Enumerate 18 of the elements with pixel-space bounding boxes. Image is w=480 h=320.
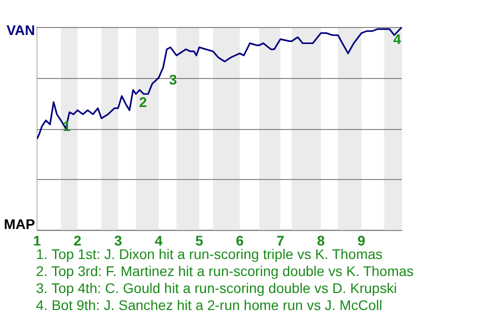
x-tick-label: 5 <box>195 232 204 248</box>
x-tick-label: 2 <box>74 232 82 248</box>
annotation: 2 <box>139 94 148 110</box>
x-tick-label: 8 <box>316 232 325 248</box>
x-tick-label: 7 <box>276 232 284 248</box>
text: VAN <box>6 22 35 38</box>
x-tick-label: 6 <box>236 232 244 248</box>
text: 1. Top 1st: J. Dixon hit a run-scoring triple vs K. Thomas <box>36 246 384 263</box>
text: 3. Top 4th: C. Gould hit a run-scoring double vs D. Krupski <box>36 280 398 297</box>
x-tick-label: 9 <box>358 232 366 248</box>
annotation: 3 <box>169 71 178 88</box>
x-tick-label: 3 <box>114 232 122 248</box>
annotation: 4 <box>393 30 402 47</box>
x-tick-label: 4 <box>154 232 163 248</box>
text: 2. Top 3rd: F. Martinez hit a run-scoring double vs K. Thomas <box>36 263 414 280</box>
text: MAP <box>4 216 35 232</box>
text: 4. Bot 9th: J. Sanchez hit a 2-run home run vs J. McColl <box>36 297 384 314</box>
x-tick-label: 1 <box>33 232 42 248</box>
